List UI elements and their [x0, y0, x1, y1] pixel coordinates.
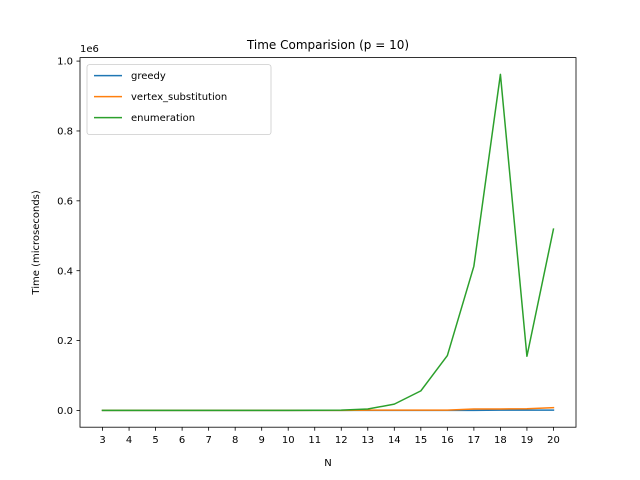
x-tick-label: 20 [547, 435, 560, 446]
x-tick-label: 19 [521, 435, 534, 446]
plot-frame [79, 57, 577, 428]
y-tick-label: 0.6 [57, 196, 73, 207]
x-tick-label: 3 [99, 435, 105, 446]
x-axis-label: N [324, 458, 331, 469]
y-tick-label: 0.2 [57, 336, 73, 347]
x-axis-ticks: 3 4 5 6 7 8 9 10 11 12 13 14 15 16 17 18 19 20 [99, 427, 560, 446]
x-tick-label: 14 [388, 435, 401, 446]
y-axis-ticks: 0.0 0.2 0.4 0.6 0.8 1.0 [57, 57, 80, 417]
x-tick-label: 13 [361, 435, 374, 446]
x-tick-label: 6 [179, 435, 185, 446]
x-tick-label: 12 [335, 435, 348, 446]
x-tick-label: 11 [308, 435, 321, 446]
legend-box [86, 64, 272, 135]
y-offset-label: 1e6 [80, 44, 99, 55]
x-tick-label: 18 [494, 435, 507, 446]
legend-label-greedy: greedy [131, 71, 166, 82]
legend: greedy vertex_substitution enumeration [86, 64, 272, 135]
y-axis-label: Time (microseconds) [31, 190, 42, 295]
y-tick-label: 0.4 [57, 266, 73, 277]
x-tick-label: 7 [205, 435, 211, 446]
series-line-enumeration [101, 73, 555, 412]
y-tick-label: 0.0 [57, 406, 73, 417]
x-tick-label: 5 [152, 435, 158, 446]
chart-title: Time Comparision (p = 10) [246, 38, 409, 52]
series-layer [101, 73, 555, 412]
x-tick-label: 16 [441, 435, 454, 446]
x-tick-label: 17 [468, 435, 481, 446]
x-tick-label: 4 [126, 435, 132, 446]
legend-label-enumeration: enumeration [131, 113, 195, 124]
x-tick-label: 10 [282, 435, 295, 446]
x-tick-label: 9 [259, 435, 265, 446]
x-tick-label: 8 [232, 435, 238, 446]
y-tick-label: 1.0 [57, 57, 73, 68]
y-tick-label: 0.8 [57, 127, 73, 138]
x-tick-label: 15 [414, 435, 427, 446]
legend-label-vertex-substitution: vertex_substitution [131, 92, 227, 103]
